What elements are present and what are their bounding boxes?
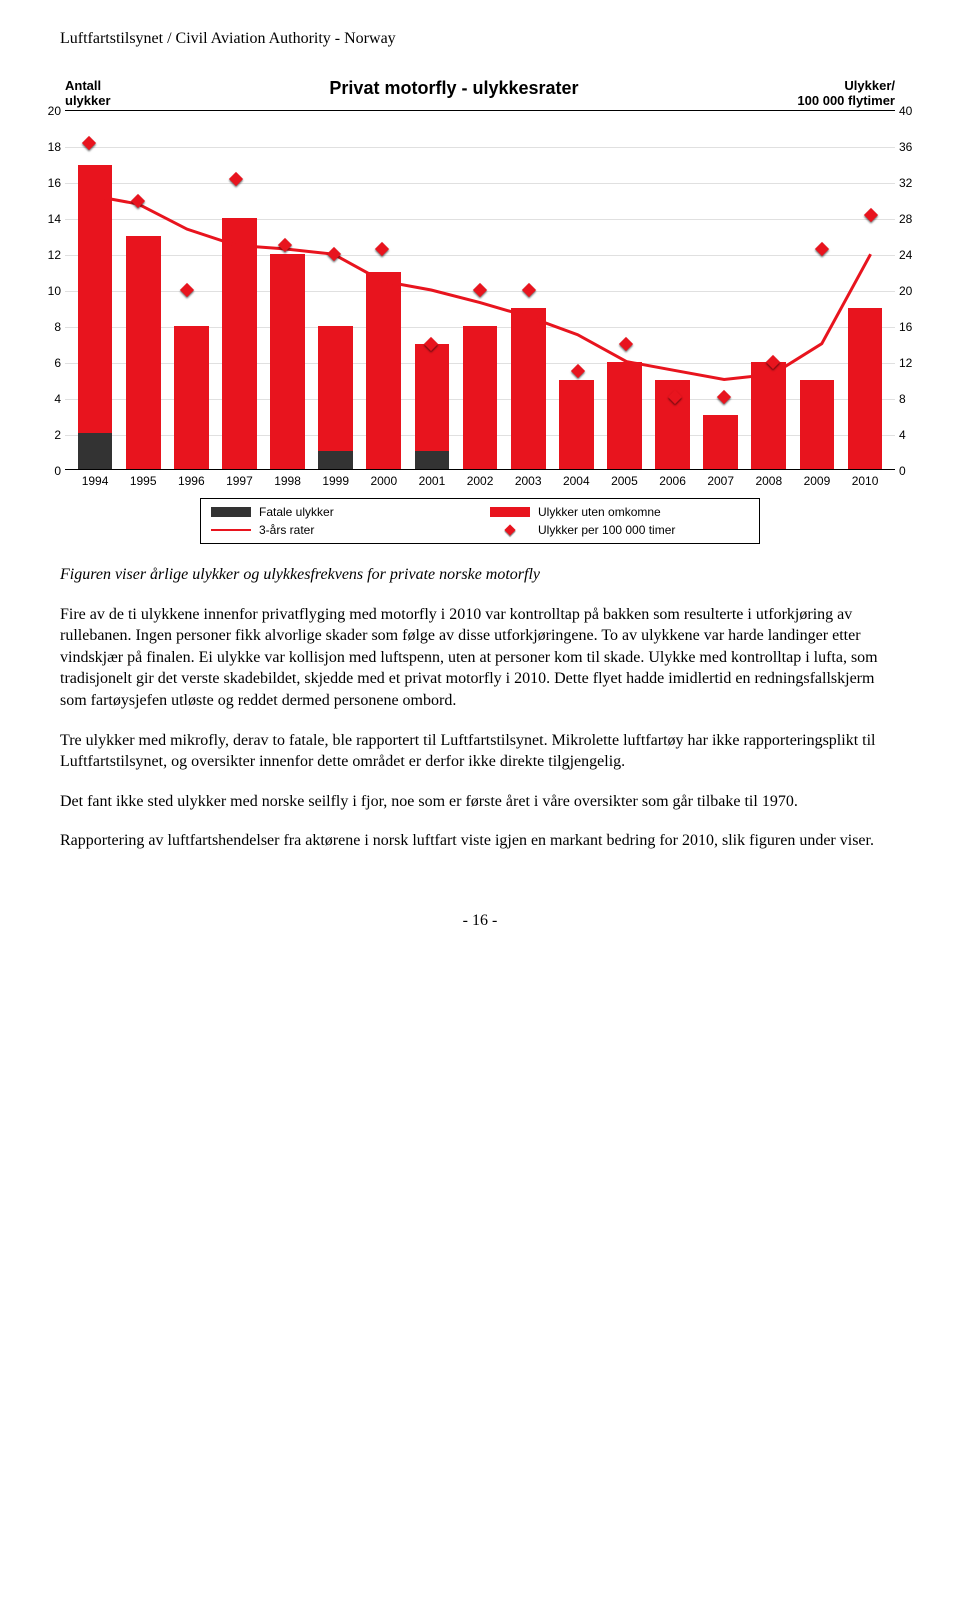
chart-title: Privat motorfly - ulykkesrater: [111, 78, 798, 104]
chart-plot: 02468101214161820 0481216202428323640: [65, 110, 895, 470]
bar-2006: [649, 111, 697, 469]
bar-1998: [264, 111, 312, 469]
bar-2007: [697, 111, 745, 469]
legend: Fatale ulykker Ulykker uten omkomne 3-år…: [200, 498, 760, 544]
bar-2005: [600, 111, 648, 469]
paragraph-1: Fire av de ti ulykkene innenfor privatfl…: [60, 604, 900, 712]
legend-nonfatal: Ulykker uten omkomne: [490, 505, 749, 519]
page-number: - 16 -: [60, 912, 900, 930]
y-axis-right: 0481216202428323640: [899, 111, 929, 469]
bar-1995: [119, 111, 167, 469]
y-axis-left: 02468101214161820: [31, 111, 61, 469]
page-header: Luftfartstilsynet / Civil Aviation Autho…: [60, 30, 900, 48]
paragraph-2: Tre ulykker med mikrofly, derav to fatal…: [60, 730, 900, 773]
bar-2009: [793, 111, 841, 469]
bar-1997: [215, 111, 263, 469]
legend-per100k: Ulykker per 100 000 timer: [490, 523, 749, 537]
bar-2010: [841, 111, 889, 469]
chart-container: Antall ulykker Privat motorfly - ulykkes…: [65, 78, 895, 544]
legend-fatal: Fatale ulykker: [211, 505, 470, 519]
bar-2004: [552, 111, 600, 469]
left-axis-label: Antall ulykker: [65, 78, 111, 108]
paragraph-3: Det fant ikke sted ulykker med norske se…: [60, 791, 900, 813]
bar-1999: [312, 111, 360, 469]
paragraph-4: Rapportering av luftfartshendelser fra a…: [60, 830, 900, 852]
bar-2008: [745, 111, 793, 469]
x-axis-labels: 1994199519961997199819992000200120022003…: [65, 470, 895, 488]
bar-2001: [408, 111, 456, 469]
figure-caption: Figuren viser årlige ulykker og ulykkesf…: [60, 564, 900, 586]
bar-1994: [71, 111, 119, 469]
bar-2000: [360, 111, 408, 469]
legend-rate3: 3-års rater: [211, 523, 470, 537]
right-axis-label: Ulykker/ 100 000 flytimer: [797, 78, 895, 108]
